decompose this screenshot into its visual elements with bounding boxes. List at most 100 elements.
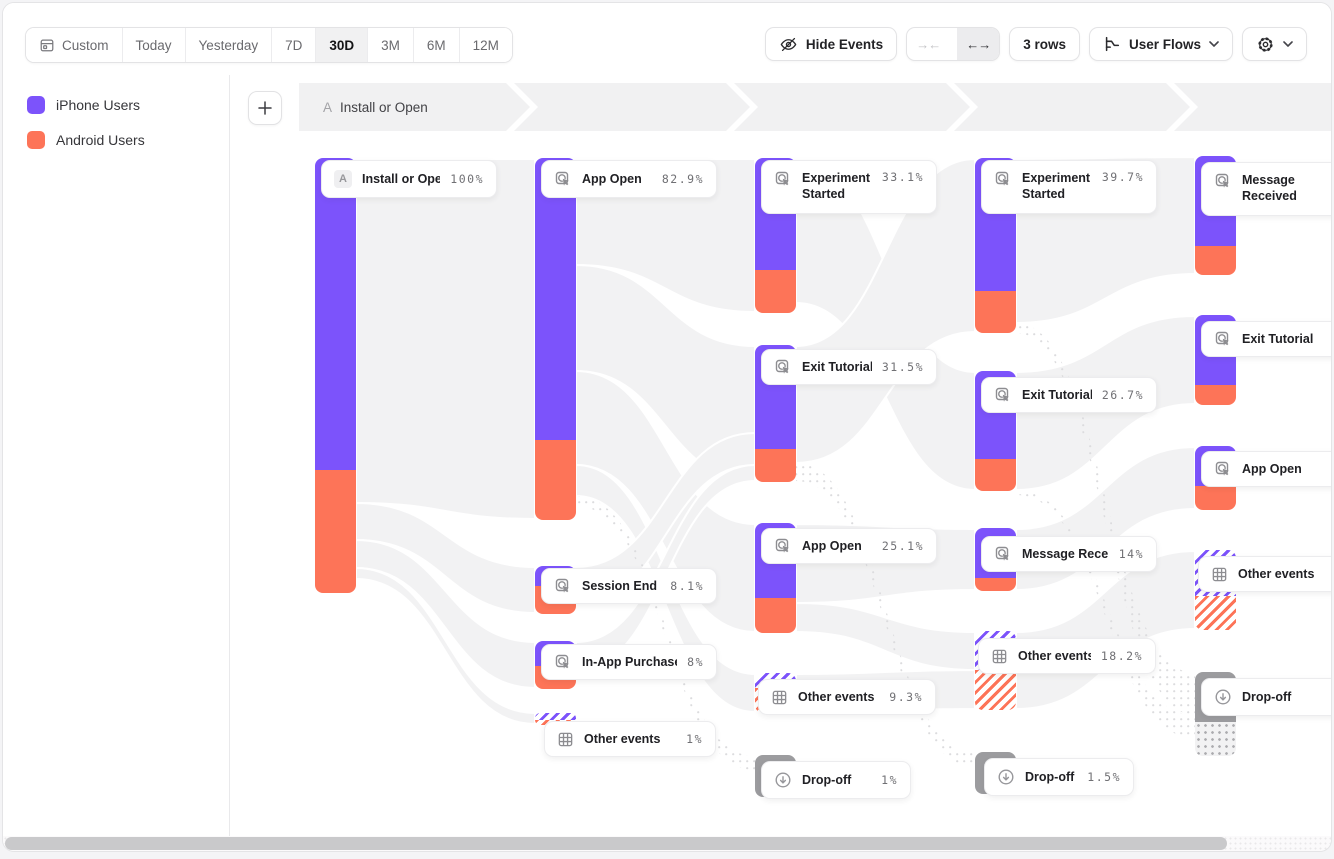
date-range-today[interactable]: Today [122,28,186,62]
other-events-icon [1211,566,1228,583]
legend-item[interactable]: iPhone Users [27,96,229,114]
flow-node-card[interactable]: App Open 25.1% [761,528,937,564]
node-label: Other events [1238,566,1315,581]
step-label: Install or Open [340,99,428,115]
steps-band [299,83,1331,131]
flow-node-card[interactable]: Other events 1% [544,721,716,757]
bar-segment [535,440,576,520]
bar-segment [975,578,1016,591]
event-icon [554,577,572,595]
hide-events-label: Hide Events [805,36,884,52]
flow-node-card[interactable]: Session End 8.1% [541,568,717,604]
node-label: App Open [802,538,862,553]
flow-node-card[interactable]: App Open [1201,451,1331,487]
view-selector[interactable]: User Flows [1088,27,1233,61]
flow-node-card[interactable]: Drop-off 1% [761,761,911,799]
rows-button[interactable]: 3 rows [1009,27,1080,61]
flow-node-card[interactable]: Message Received 14% [981,536,1157,572]
step-letter: A [323,99,333,115]
node-label: Other events [584,731,661,746]
flow-node-card[interactable]: Other events [1198,556,1331,592]
flow-node-card[interactable]: App Open 82.9% [541,160,717,198]
flow-node-card[interactable]: Message Received [1201,162,1331,216]
collapse-arrows-icon[interactable]: →← [916,36,941,52]
flow-node-card[interactable]: In-App Purchase 8% [541,644,717,680]
node-percentage: 8.1% [670,579,704,593]
color-swatch [27,96,45,114]
node-percentage: 26.7% [1101,388,1144,402]
node-label: Exit Tutorial [1242,331,1314,346]
other-events-icon [991,648,1008,665]
date-range-7d[interactable]: 7D [272,28,317,62]
date-range-6m[interactable]: 6M [413,28,460,62]
view-label: User Flows [1128,36,1201,52]
rows-label: 3 rows [1023,36,1066,52]
event-icon [774,170,792,188]
scrollbar-thumb[interactable] [5,837,1227,850]
date-range-yesterday[interactable]: Yesterday [185,28,273,62]
eye-off-icon [779,35,798,54]
bar-segment [975,291,1016,333]
flow-node-card[interactable]: Exit Tutorial 26.7% [981,377,1157,413]
flow-node-card[interactable]: Experiment Started 33.1% [761,160,937,214]
hide-events-button[interactable]: Hide Events [764,27,898,61]
bar-segment [975,459,1016,491]
node-percentage: 14% [1118,547,1144,561]
bar-segment [755,449,796,482]
node-label: Drop-off [1025,769,1075,784]
node-label: Experiment Started [1022,171,1091,202]
legend-label: iPhone Users [56,97,141,113]
add-step-button[interactable] [248,91,282,125]
toolbar-right: Hide Events →← ←→ 3 rows User Flows [764,27,1307,61]
node-label: Experiment Started [802,171,871,202]
date-range-3m[interactable]: 3M [368,28,414,62]
flow-node-card[interactable]: Drop-off 1.5% [984,758,1134,796]
flow-bar-app-open[interactable] [535,158,576,520]
expand-arrows-icon[interactable]: ←→ [957,28,1000,60]
bar-segment [755,598,796,633]
flow-node-card[interactable]: Drop-off [1201,678,1331,716]
plus-icon [258,101,272,115]
drop-off-icon [997,768,1015,786]
node-label: Exit Tutorial [802,359,872,374]
node-label: App Open [1242,461,1302,476]
flow-node-card[interactable]: Other events 18.2% [978,638,1156,674]
date-range-12m[interactable]: 12M [459,28,512,62]
node-percentage: 100% [450,172,484,186]
color-swatch [27,131,45,149]
node-percentage: 82.9% [661,172,704,186]
event-icon [774,537,792,555]
flow-node-card[interactable]: Experiment Started 39.7% [981,160,1157,214]
chevron-down-icon [1209,41,1219,47]
node-label: Message Received [1022,546,1109,561]
date-range-custom[interactable]: Custom [26,28,123,62]
event-icon [1214,172,1232,190]
date-range-30d[interactable]: 30D [316,28,369,62]
flow-node-card[interactable]: Exit Tutorial 31.5% [761,349,937,385]
node-label: Install or Open [362,171,440,186]
node-percentage: 25.1% [881,539,924,553]
bar-segment [1195,246,1236,275]
date-range-group: Custom Today Yesterday 7D 30D 3M 6M 12M [25,27,513,63]
gear-icon [1256,35,1275,54]
node-label: App Open [582,171,642,186]
flow-node-card[interactable]: Exit Tutorial [1201,321,1331,357]
event-icon [1214,330,1232,348]
bar-segment [975,670,1016,710]
node-percentage: 1% [686,732,703,746]
panel-divider [229,75,230,837]
event-icon [994,545,1012,563]
bar-segment [755,270,796,313]
flow-bar-install-or-open[interactable] [315,158,356,593]
node-label: Other events [798,689,875,704]
flow-node-card[interactable]: A Install or Open 100% [321,160,497,198]
node-label: Session End [582,578,658,593]
flow-node-card[interactable]: Other events 9.3% [758,679,936,715]
calendar-icon [40,39,54,52]
step-header[interactable]: A Install or Open [323,83,428,131]
bar-segment [535,713,576,720]
settings-button[interactable] [1242,27,1307,61]
legend-item[interactable]: Android Users [27,131,229,149]
horizontal-scrollbar[interactable] [3,836,1331,851]
